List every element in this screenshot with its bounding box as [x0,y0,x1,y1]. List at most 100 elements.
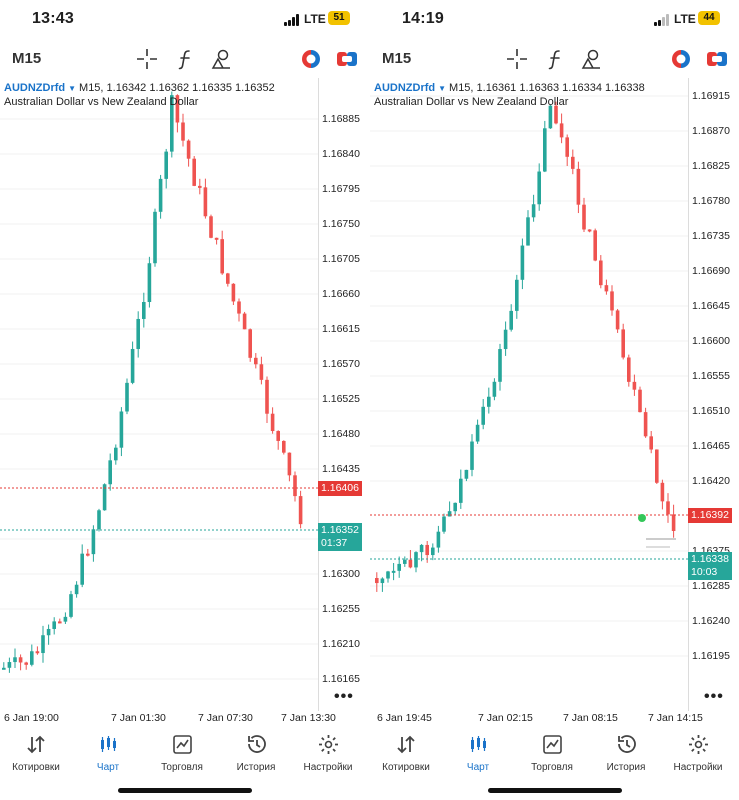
nav-item-chart[interactable]: Чарт [442,730,514,773]
candle-timer: 10:03 [691,566,718,578]
chart-icon [470,736,486,752]
right-screenshot: 14:19 LTE 44 M15 AUDNZDrfd ▼ M15, 1.16361 … [370,0,739,800]
crosshair-icon[interactable] [136,48,158,70]
price-tick-label: 1.16165 [322,673,360,685]
nav-item-label: Торговля [531,762,573,773]
home-indicator [118,788,252,793]
one-click-trading-icon[interactable] [336,48,358,70]
symbol-dropdown-icon[interactable]: ▼ [438,84,447,93]
battery-icon: 51 [328,11,350,25]
more-options-button[interactable]: ••• [704,688,724,705]
nav-item-trade[interactable]: Торговля [516,730,588,773]
price-tick-label: 1.16795 [322,183,360,195]
price-tick-label: 1.16210 [322,638,360,650]
nav-item-label: Чарт [96,762,120,773]
bid-price-value: 1.16352 [321,524,359,536]
price-tick-label: 1.16195 [692,650,730,662]
price-axis[interactable]: 1.16885 1.16840 1.16795 1.16750 1.16705 1.166… [318,78,370,711]
time-tick-label: 6 Jan 19:45 [377,712,432,724]
indicators-icon[interactable] [544,48,566,70]
chart-toolbar: M15 [370,44,739,76]
time-tick-label: 6 Jan 19:00 [4,712,59,724]
nav-item-chart[interactable]: Чарт [72,730,144,773]
settings-icon [318,735,338,754]
ohlc-quote: M15, 1.16361 1.16363 1.16334 1.16338 [449,82,645,94]
price-tick-label: 1.16510 [692,405,730,417]
price-axis[interactable]: 1.16915 1.16870 1.16825 1.16780 1.16735 1.166… [688,78,739,711]
time-tick-label: 7 Jan 01:30 [111,712,166,724]
nav-item-history[interactable]: История [220,730,292,773]
more-options-button[interactable]: ••• [334,688,354,705]
trade-direction-icon[interactable] [670,48,692,70]
price-tick-label: 1.16570 [322,358,360,370]
price-tick-label: 1.16555 [692,370,730,382]
symbol-name[interactable]: AUDNZDrfd [4,82,66,94]
trade-icon [542,735,562,754]
nav-item-label: История [606,762,646,773]
symbol-dropdown-icon[interactable]: ▼ [68,84,77,93]
trade-icon [172,735,192,754]
chart-toolbar: M15 [0,44,370,76]
bid-price-label: 1.16352 01:37 [318,523,362,551]
price-chart[interactable]: AUDNZDrfd ▼ M15, 1.16361 1.16363 1.16334 1… [370,78,689,711]
quotes-icon [26,735,45,754]
price-tick-label: 1.16690 [692,265,730,277]
bid-price-value: 1.16338 [691,553,729,565]
price-tick-label: 1.16300 [322,568,360,580]
ask-line-label: 1.16406 [318,481,362,496]
nav-item-quotes[interactable]: Котировки [0,730,72,773]
price-tick-label: 1.16645 [692,300,730,312]
symbol-description: Australian Dollar vs New Zealand Dollar [4,96,199,108]
price-tick-label: 1.16240 [692,615,730,627]
candlestick-plot[interactable] [0,78,318,711]
history-icon [617,735,636,753]
nav-item-settings[interactable]: Настройки [292,730,364,773]
nav-item-history[interactable]: История [590,730,662,773]
nav-item-settings[interactable]: Настройки [662,730,734,773]
symbol-header: AUDNZDrfd ▼ M15, 1.16342 1.16362 1.16335 1… [4,82,275,94]
signal-icon [284,14,300,26]
objects-icon[interactable] [580,48,602,70]
price-tick-label: 1.16465 [692,440,730,452]
signal-icon [654,14,670,26]
status-bar: 14:19 LTE 44 [370,0,739,40]
price-tick-label: 1.16735 [692,230,730,242]
price-tick-label: 1.16915 [692,90,730,102]
nav-item-trade[interactable]: Торговля [146,730,218,773]
nav-item-label: Чарт [466,762,490,773]
price-tick-label: 1.16840 [322,148,360,160]
price-tick-label: 1.16285 [692,580,730,592]
home-indicator [488,788,622,793]
trade-direction-icon[interactable] [300,48,322,70]
price-chart[interactable]: AUDNZDrfd ▼ M15, 1.16342 1.16362 1.16335 1… [0,78,319,711]
nav-item-label: История [236,762,276,773]
battery-icon: 44 [698,11,720,25]
bottom-navigation: Котировки Чарт Торговля История Настройки [370,730,739,775]
one-click-trading-icon[interactable] [706,48,728,70]
price-tick-label: 1.16525 [322,393,360,405]
quotes-icon [396,735,415,754]
objects-icon[interactable] [210,48,232,70]
settings-icon [688,735,708,754]
candlestick-plot[interactable] [370,78,688,711]
status-time: 13:43 [32,10,74,27]
left-screenshot: 13:43 LTE 51 M15 AUDNZDrfd ▼ M15, 1.16342 … [0,10,370,793]
crosshair-icon[interactable] [506,48,528,70]
nav-item-label: Торговля [161,762,203,773]
ask-line-label: 1.16392 [688,508,732,523]
price-tick-label: 1.16750 [322,218,360,230]
timeframe-button[interactable]: M15 [12,50,42,67]
price-tick-label: 1.16825 [692,160,730,172]
bid-price-label: 1.16338 10:03 [688,552,732,580]
price-tick-label: 1.16600 [692,335,730,347]
nav-item-quotes[interactable]: Котировки [370,730,442,773]
nav-item-label: Котировки [12,762,60,773]
timeframe-button[interactable]: M15 [382,50,412,67]
indicators-icon[interactable] [174,48,196,70]
price-tick-label: 1.16480 [322,428,360,440]
nav-item-label: Настройки [673,762,723,773]
chart-icon [100,736,116,752]
price-tick-label: 1.16705 [322,253,360,265]
symbol-name[interactable]: AUDNZDrfd [374,82,436,94]
price-tick-label: 1.16660 [322,288,360,300]
